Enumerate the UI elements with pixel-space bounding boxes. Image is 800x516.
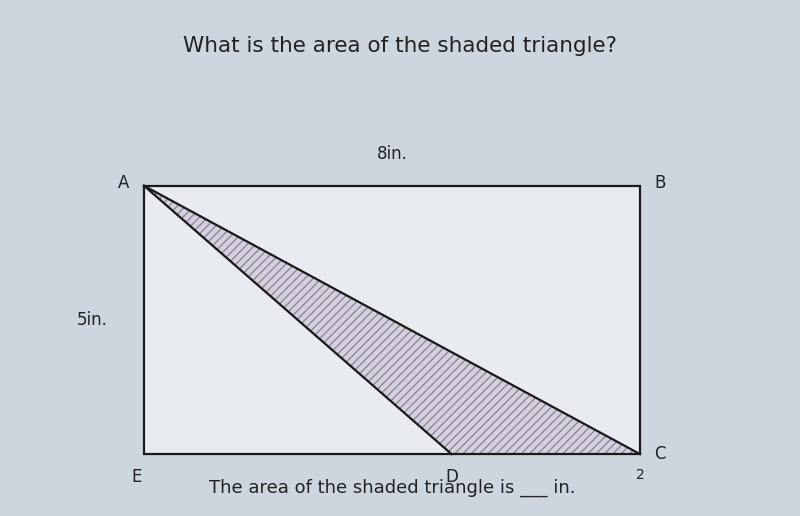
Text: 2: 2 bbox=[636, 467, 645, 482]
Text: E: E bbox=[132, 468, 142, 486]
Text: What is the area of the shaded triangle?: What is the area of the shaded triangle? bbox=[183, 37, 617, 56]
Text: D: D bbox=[445, 468, 458, 486]
Text: 5in.: 5in. bbox=[77, 311, 108, 329]
Text: The area of the shaded triangle is ___ in.: The area of the shaded triangle is ___ i… bbox=[209, 478, 575, 497]
Polygon shape bbox=[144, 186, 640, 454]
Text: C: C bbox=[654, 445, 666, 463]
Text: A: A bbox=[118, 174, 130, 192]
Polygon shape bbox=[144, 186, 640, 454]
Text: 8in.: 8in. bbox=[377, 144, 407, 163]
Text: B: B bbox=[654, 174, 666, 192]
